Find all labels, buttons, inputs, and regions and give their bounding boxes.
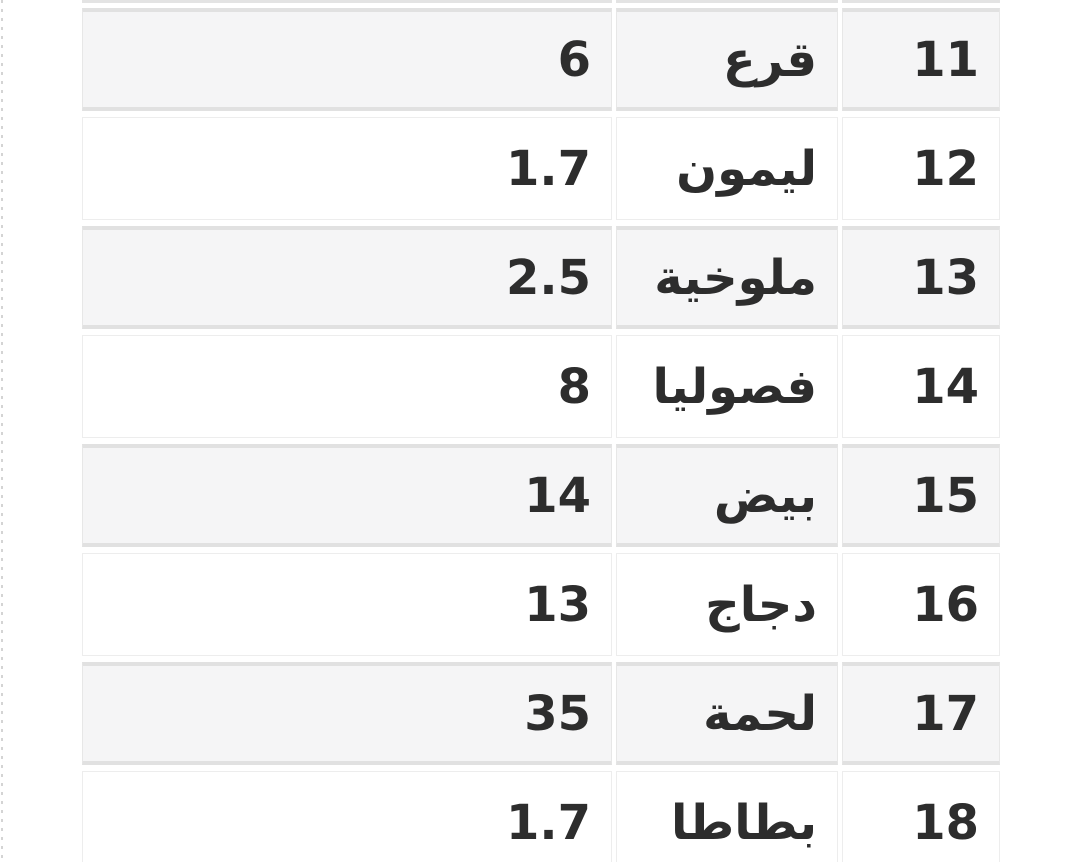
item-name-cell: بطاطا	[616, 771, 838, 862]
item-name-cell: ملوخية	[616, 226, 838, 329]
table-row: 16 دجاج 13	[82, 553, 1000, 656]
table-row-partial-top	[82, 0, 1000, 3]
left-edge-dashed-line	[1, 0, 3, 862]
item-value-cell: 14	[82, 444, 612, 547]
item-value-cell	[82, 0, 612, 3]
row-number-cell: 14	[842, 335, 1000, 438]
table-rows: 11 قرع 6 12 ليمون 1.7 13 ملوخية 2.5 14 ف…	[82, 8, 1000, 862]
item-value-cell: 2.5	[82, 226, 612, 329]
table-row: 13 ملوخية 2.5	[82, 226, 1000, 329]
item-name-cell: بيض	[616, 444, 838, 547]
table-row: 15 بيض 14	[82, 444, 1000, 547]
item-value-cell: 8	[82, 335, 612, 438]
row-number-cell: 15	[842, 444, 1000, 547]
table-row: 11 قرع 6	[82, 8, 1000, 111]
item-name-cell: قرع	[616, 8, 838, 111]
item-name-cell: ليمون	[616, 117, 838, 220]
row-number-cell: 16	[842, 553, 1000, 656]
row-number-cell: 18	[842, 771, 1000, 862]
item-value-cell: 1.7	[82, 117, 612, 220]
table-row: 18 بطاطا 1.7	[82, 771, 1000, 862]
row-number-cell: 11	[842, 8, 1000, 111]
table-row: 12 ليمون 1.7	[82, 117, 1000, 220]
item-name-cell: لحمة	[616, 662, 838, 765]
item-value-cell: 6	[82, 8, 612, 111]
row-number-cell: 17	[842, 662, 1000, 765]
row-number-cell	[842, 0, 1000, 3]
row-number-cell: 13	[842, 226, 1000, 329]
item-name-cell	[616, 0, 838, 3]
row-number-cell: 12	[842, 117, 1000, 220]
item-value-cell: 1.7	[82, 771, 612, 862]
items-table: 11 قرع 6 12 ليمون 1.7 13 ملوخية 2.5 14 ف…	[82, 0, 1000, 862]
item-name-cell: فصوليا	[616, 335, 838, 438]
table-row: 17 لحمة 35	[82, 662, 1000, 765]
item-value-cell: 13	[82, 553, 612, 656]
table-row: 14 فصوليا 8	[82, 335, 1000, 438]
item-name-cell: دجاج	[616, 553, 838, 656]
item-value-cell: 35	[82, 662, 612, 765]
